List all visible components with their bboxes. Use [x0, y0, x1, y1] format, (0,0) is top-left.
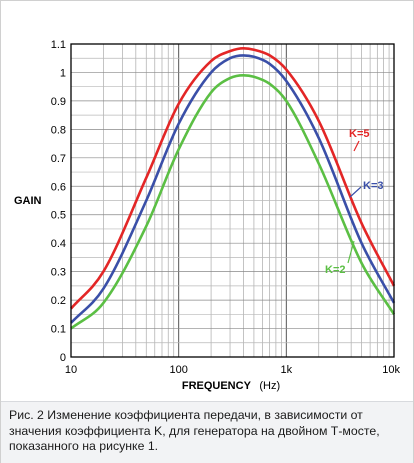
series-label: K=2	[325, 264, 346, 276]
series-label-leader	[347, 240, 355, 264]
y-tick-label: 0	[60, 352, 66, 364]
plot-frame	[70, 43, 395, 358]
series-lines	[70, 47, 396, 330]
y-tick-label: 1	[60, 67, 66, 79]
series-label-leader	[349, 186, 362, 198]
x-axis-title: FREQUENCY (Hz)	[182, 376, 280, 393]
figure-caption: Рис. 2 Изменение коэффициента передачи, …	[1, 401, 413, 463]
x-tick-label: 10k	[382, 364, 400, 376]
y-tick-label: 0.7	[51, 153, 66, 165]
y-tick-labels: 0 0.1 0.2 0.3 0.4 0.5 0.6 0.7 0.8 0.9 1 1.1	[51, 39, 66, 364]
y-tick-label: 0.6	[51, 181, 66, 193]
x-tick-label: 1k	[281, 364, 293, 376]
series-line-k-2	[70, 74, 396, 330]
y-tick-label: 0.4	[51, 238, 66, 250]
y-tick-label: 0.5	[51, 210, 66, 222]
series-label: K=3	[363, 180, 384, 192]
y-axis-title: GAIN	[14, 195, 42, 207]
x-axis-unit: (Hz)	[259, 380, 280, 392]
series-label: K=5	[349, 128, 370, 140]
series-line-k-3	[70, 54, 396, 324]
x-axis-label: FREQUENCY	[182, 380, 252, 392]
grid	[71, 44, 394, 357]
series-label-leader	[353, 140, 360, 152]
x-tick-label: 100	[169, 364, 187, 376]
y-tick-label: 0.1	[51, 324, 66, 336]
y-tick-label: 0.3	[51, 267, 66, 279]
y-tick-label: 0.9	[51, 96, 66, 108]
y-tick-label: 0.8	[51, 124, 66, 136]
x-tick-label: 10	[65, 364, 77, 376]
gain-frequency-chart: 0 0.1 0.2 0.3 0.4 0.5 0.6 0.7 0.8 0.9 1 1.1 10 100 1k…	[14, 39, 401, 393]
series-labels: K=5 K=3 K=2	[325, 128, 384, 276]
series-line-k-5	[70, 47, 396, 310]
y-tick-label: 1.1	[51, 39, 66, 51]
y-tick-label: 0.2	[51, 295, 66, 307]
x-tick-labels: 10 100 1k 10k	[65, 364, 401, 376]
